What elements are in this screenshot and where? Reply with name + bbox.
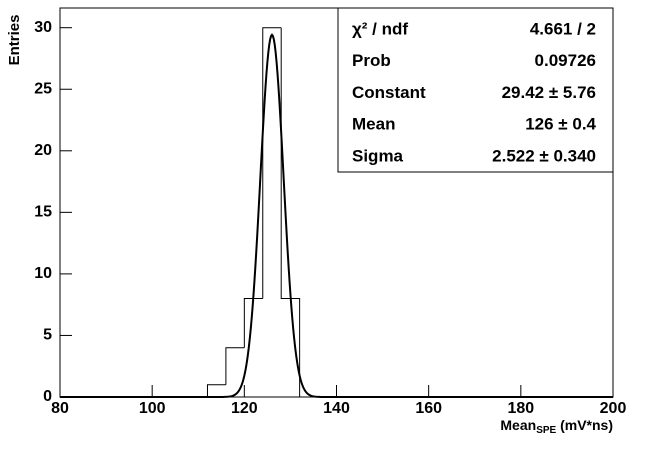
stats-name: Constant xyxy=(352,83,426,102)
stats-frame xyxy=(337,7,614,173)
y-tick-label: 20 xyxy=(34,142,52,159)
stats-value: 2.522 ± 0.340 xyxy=(492,146,596,165)
histogram-bar xyxy=(262,27,282,299)
y-axis-label: Entries xyxy=(6,15,23,66)
y-tick-label: 10 xyxy=(34,265,52,282)
y-tick-label: 0 xyxy=(43,388,52,405)
stats-box: χ² / ndf 4.661 / 2 Prob 0.09726 Constant 29.4… xyxy=(337,7,614,173)
y-tick-label: 5 xyxy=(43,327,52,344)
stats-name: Sigma xyxy=(352,146,404,165)
x-label-main: Mean xyxy=(500,417,536,433)
stats-value: 4.661 / 2 xyxy=(530,19,596,38)
histogram-bar xyxy=(280,27,301,397)
x-tick-label: 180 xyxy=(507,400,534,417)
x-tick-label: 140 xyxy=(323,400,350,417)
x-tick-label: 80 xyxy=(51,400,69,417)
x-tick-label: 160 xyxy=(415,400,442,417)
histogram-bar xyxy=(225,347,245,385)
stats-name: χ² / ndf xyxy=(352,19,408,38)
stats-value: 29.42 ± 5.76 xyxy=(502,83,596,102)
y-tick-label: 15 xyxy=(34,204,52,221)
x-axis-label: MeanSPE (mV*ns) xyxy=(500,417,613,436)
x-label-sub: SPE xyxy=(536,425,556,436)
x-label-unit: (mV*ns) xyxy=(556,417,613,433)
histogram-bar xyxy=(206,384,226,397)
stats-value: 0.09726 xyxy=(535,51,596,70)
x-tick-label: 120 xyxy=(231,400,258,417)
stats-name: Mean xyxy=(352,115,395,134)
x-tick-label: 100 xyxy=(139,400,166,417)
stats-name: Prob xyxy=(352,51,391,70)
y-tick-label: 30 xyxy=(34,19,52,36)
x-tick-label: 200 xyxy=(600,400,627,417)
y-tick-label: 25 xyxy=(34,80,52,97)
stats-value: 126 ± 0.4 xyxy=(525,115,596,134)
histogram-bar xyxy=(243,298,263,348)
